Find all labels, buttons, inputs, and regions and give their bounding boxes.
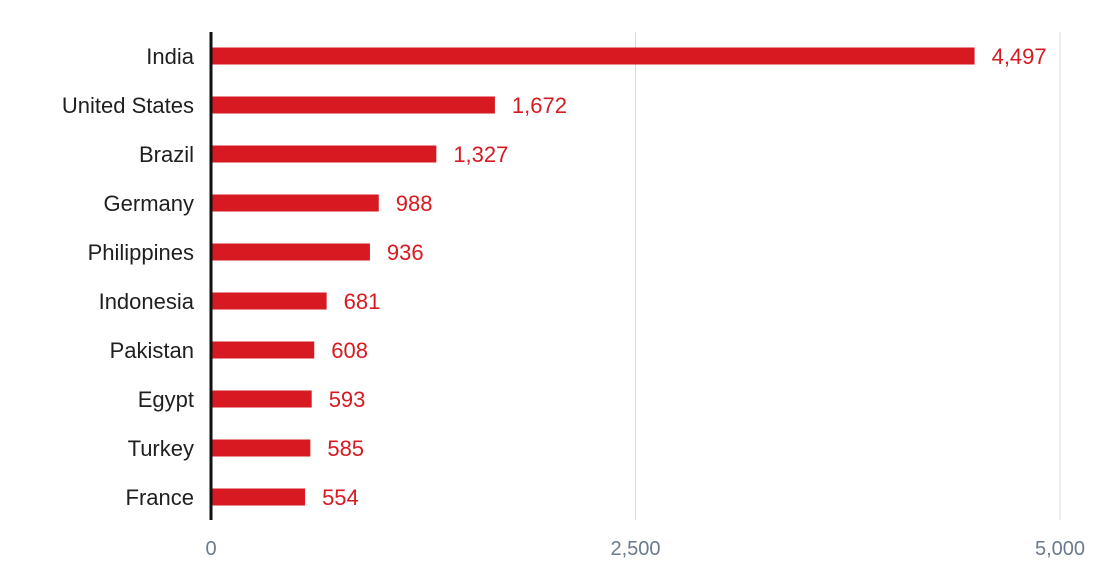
bars: [211, 47, 975, 506]
value-label: 4,497: [992, 44, 1047, 69]
category-label: Brazil: [139, 142, 194, 167]
grid-lines: [635, 32, 1061, 520]
bar: [211, 341, 315, 359]
bar: [211, 145, 437, 163]
x-tick-label: 0: [205, 538, 216, 560]
category-label: Pakistan: [110, 338, 194, 363]
category-label: Indonesia: [99, 289, 195, 314]
category-label: United States: [62, 93, 194, 118]
value-label: 1,327: [453, 142, 508, 167]
bar: [211, 292, 327, 310]
value-label: 608: [331, 338, 368, 363]
value-label: 554: [322, 485, 359, 510]
value-label: 585: [327, 436, 364, 461]
value-label: 936: [387, 240, 424, 265]
bar: [211, 47, 975, 65]
x-axis-tick-labels: 0 2,500 5,000: [205, 538, 1085, 560]
bar: [211, 96, 495, 114]
x-tick-label: 2,500: [610, 538, 660, 560]
value-label: 988: [396, 191, 433, 216]
x-tick-label: 5,000: [1035, 538, 1085, 560]
category-label: India: [146, 44, 194, 69]
bar: [211, 439, 311, 457]
category-label: France: [126, 485, 194, 510]
value-label: 681: [344, 289, 381, 314]
category-label: Egypt: [138, 387, 194, 412]
category-label: Philippines: [88, 240, 194, 265]
category-label: Germany: [104, 191, 194, 216]
bar: [211, 488, 306, 506]
value-label: 1,672: [512, 93, 567, 118]
bar: [211, 194, 379, 212]
bar: [211, 390, 312, 408]
value-label: 593: [329, 387, 366, 412]
bar: [211, 243, 370, 261]
category-labels: India United States Brazil Germany Philippin…: [62, 44, 195, 510]
category-label: Turkey: [128, 436, 194, 461]
